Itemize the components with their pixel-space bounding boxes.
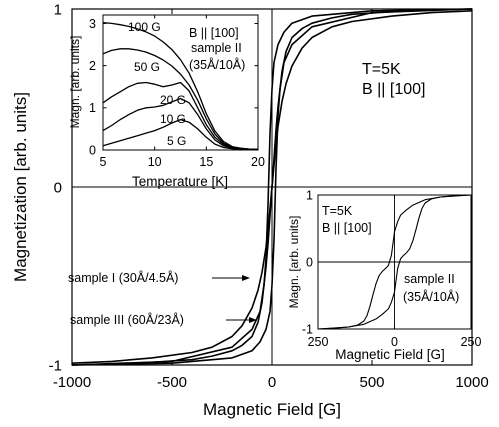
inset2-y-axis-label: Magn. [arb. units] [287, 216, 301, 309]
main-x-tick-label: 0 [268, 374, 276, 391]
inset2-ticks-group: 250 0 250-101 [302, 188, 482, 349]
inset1-annotation-composition: (35Å/10Å) [189, 57, 245, 72]
sample-i-arrow-head [242, 275, 250, 281]
inset1-series-line-4 [102, 118, 258, 151]
inset1-y-tick-label: 3 [89, 17, 96, 31]
inset2-annotation-composition: (35Å/10Å) [403, 289, 459, 304]
inset1-y-axis-label: Magn. [arb. units] [68, 36, 82, 129]
main-chart: -1000 -500 0 500 1000-101 Magnetic Field [G]… [11, 1, 489, 419]
inset1-y-tick-label: 2 [89, 59, 96, 73]
inset2-series-group [317, 194, 472, 330]
inset2-annotation-sample: sample II [404, 272, 455, 286]
inset-temperature-chart: 5 10 15 20 0 1 2 3 Temperature [K] Magn. [arb. … [68, 14, 265, 189]
inset1-frame [102, 14, 259, 151]
main-series-line-2 [71, 8, 473, 366]
inset1-x-tick-label: 10 [148, 155, 162, 169]
main-y-tick-label: 0 [54, 179, 62, 196]
inset1-x-tick-label: 15 [199, 155, 213, 169]
sample-i-label: sample I (30Å/4.5Å) [68, 270, 178, 285]
main-y-tick-label: 1 [54, 1, 62, 18]
inset1-y-tick-label: 0 [89, 143, 96, 157]
inset2-annotation-field: B || [100] [322, 221, 372, 235]
main-x-tick-label: -500 [157, 374, 187, 391]
main-ticks-group: -1000 -500 0 500 1000-101 [49, 1, 489, 391]
inset1-label-100g: 100 G [128, 20, 161, 34]
main-x-tick-label: -1000 [53, 374, 91, 391]
main-annotation-temperature: T=5K [362, 61, 401, 78]
main-y-axis-label: Magnetization [arb. units] [11, 92, 30, 282]
inset1-x-tick-label: 20 [251, 155, 265, 169]
inset2-x-axis-label: Magnetic Field [G] [335, 347, 445, 362]
inset1-x-tick-label: 5 [100, 155, 107, 169]
inset2-y-tick-label: -1 [302, 322, 313, 336]
main-series-line-3 [71, 8, 473, 366]
inset1-y-tick-label: 1 [89, 101, 96, 115]
inset1-label-5g: 5 G [167, 134, 186, 148]
inset2-y-tick-label: 0 [306, 255, 313, 269]
sample-iii-label: sample III (60Å/23Å) [70, 312, 184, 327]
inset1-series-line-1 [102, 48, 258, 150]
inset2-x-tick-label: 250 [461, 335, 482, 349]
main-x-tick-label: 500 [359, 374, 384, 391]
inset1-annotation-sample: sample II [191, 41, 242, 55]
main-series-group [71, 8, 473, 366]
main-x-tick-label: 1000 [455, 374, 488, 391]
inset2-series-line-1 [317, 194, 472, 330]
inset1-label-10g: 10 G [160, 112, 186, 126]
inset1-x-axis-label: Temperature [K] [132, 174, 228, 189]
inset2-series-line-0 [317, 194, 472, 330]
inset-hysteresis-chart: 250 0 250-101 Magnetic Field [G] Magn. [ar… [287, 188, 481, 362]
inset2-y-tick-label: 1 [306, 188, 313, 202]
main-x-axis-label: Magnetic Field [G] [203, 400, 341, 419]
main-y-tick-label: -1 [49, 357, 62, 374]
inset1-label-50g: 50 G [134, 60, 160, 74]
main-series-line-1 [71, 8, 473, 366]
inset1-annotation-field: B || [100] [189, 26, 239, 40]
inset2-x-tick-label: 250 [308, 335, 329, 349]
inset2-x-tick-label: 0 [391, 335, 398, 349]
inset2-annotation-temperature: T=5K [322, 204, 353, 218]
sample-iii-arrow-head [249, 317, 257, 323]
inset1-label-20g: 20 G [160, 93, 186, 107]
inset1-ticks-group: 5 10 15 20 0 1 2 3 [89, 15, 265, 169]
inset1-series-group [102, 21, 258, 151]
main-annotation-field-direction: B || [100] [362, 81, 425, 98]
